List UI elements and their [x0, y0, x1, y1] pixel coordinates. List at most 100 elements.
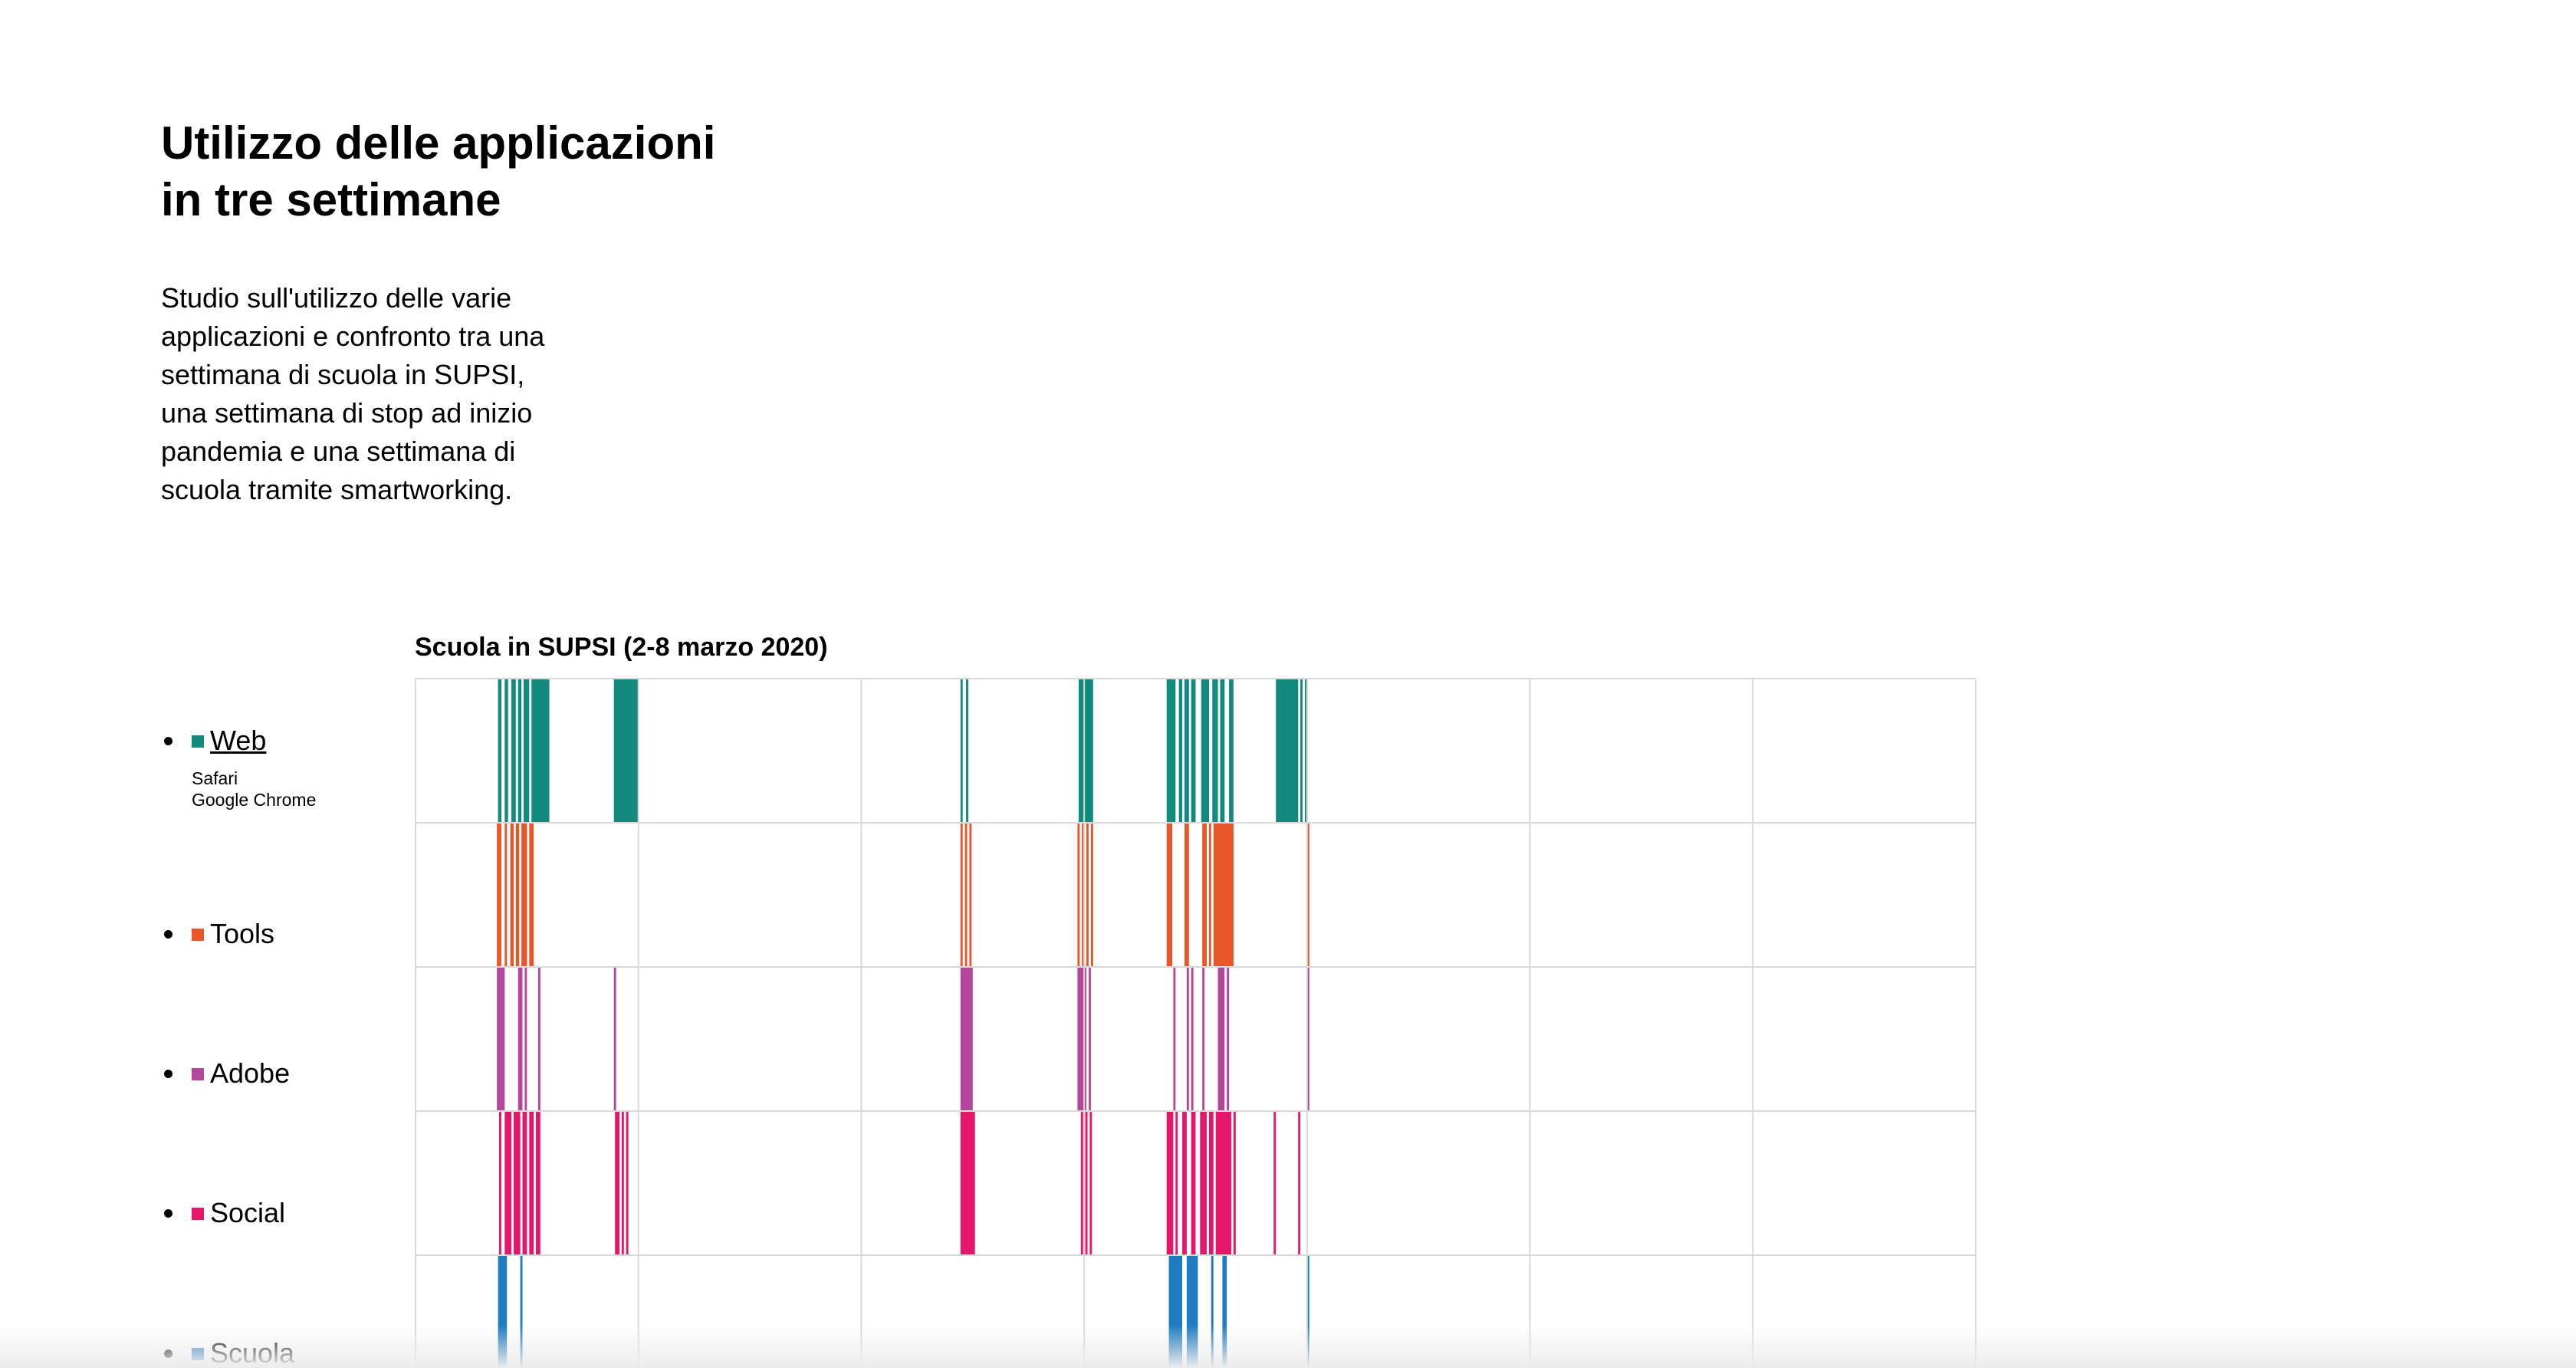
- bar-scuola: [1222, 1255, 1227, 1368]
- intro-line-4: una settimana di stop ad inizio: [161, 397, 533, 429]
- bar-social: [1175, 1111, 1178, 1255]
- bar-adobe: [613, 967, 616, 1111]
- bar-scuola: [1186, 1255, 1198, 1368]
- bar-tools: [504, 823, 508, 967]
- bar-social: [1085, 1111, 1088, 1255]
- bar-web: [524, 679, 530, 823]
- bar-web: [511, 679, 516, 823]
- bar-social: [1080, 1111, 1083, 1255]
- bar-web: [1276, 679, 1299, 823]
- bar-scuola: [1168, 1255, 1182, 1368]
- bar-web: [1078, 679, 1093, 823]
- bar-tools: [1077, 823, 1080, 967]
- bullet-icon: [164, 737, 172, 745]
- bar-tools: [1306, 823, 1309, 967]
- bar-web: [1305, 679, 1307, 823]
- bar-tools: [521, 823, 527, 967]
- bar-scuola: [1211, 1255, 1214, 1368]
- intro-line-2: applicazioni e confronto tra una: [161, 321, 545, 352]
- legend-label-social: Social: [210, 1197, 286, 1228]
- app-name-safari: Safari: [192, 768, 238, 788]
- bar-scuola: [498, 1255, 508, 1368]
- intro-text: Studio sull'utilizzo delle varie applica…: [161, 279, 652, 509]
- bar-scuola: [1306, 1255, 1309, 1368]
- bar-web: [1166, 679, 1176, 823]
- bar-social: [1166, 1111, 1174, 1255]
- intro-line-6: scuola tramite smartworking.: [161, 474, 513, 505]
- bar-social: [522, 1111, 527, 1255]
- bar-social: [1298, 1111, 1301, 1255]
- bar-web: [960, 679, 963, 823]
- bar-adobe: [960, 967, 973, 1111]
- bar-social: [626, 1111, 629, 1255]
- legend-label-tools: Tools: [210, 918, 275, 949]
- bar-social: [615, 1111, 619, 1255]
- bar-web: [1220, 679, 1225, 823]
- scuola-swatch-icon: [192, 1348, 204, 1360]
- bar-social: [1200, 1111, 1207, 1255]
- bar-tools: [1166, 823, 1172, 967]
- bar-web: [966, 679, 968, 823]
- bar-adobe: [1202, 967, 1205, 1111]
- bar-tools: [1090, 823, 1093, 967]
- bar-tools: [1202, 823, 1207, 967]
- bar-social: [513, 1111, 521, 1255]
- bar-social: [1208, 1111, 1214, 1255]
- bar-social: [536, 1111, 540, 1255]
- bar-adobe: [1186, 967, 1189, 1111]
- chart-title: Scuola in SUPSI (2-8 marzo 2020): [415, 633, 828, 662]
- bar-social: [960, 1111, 975, 1255]
- legend-link-web[interactable]: Web: [210, 725, 267, 756]
- bar-adobe: [1306, 967, 1309, 1111]
- bar-tools: [1086, 823, 1089, 967]
- bar-web: [1229, 679, 1234, 823]
- adobe-swatch-icon: [192, 1068, 204, 1080]
- bar-social: [529, 1111, 534, 1255]
- social-swatch-icon: [192, 1208, 204, 1220]
- bar-tools: [497, 823, 501, 967]
- timeline-chart: [415, 678, 1976, 1368]
- page-title: Utilizzo delle applicazioni in tre setti…: [161, 115, 851, 228]
- bar-social: [1191, 1111, 1196, 1255]
- bar-web: [504, 679, 508, 823]
- bullet-icon: [164, 1209, 172, 1218]
- bar-social: [1273, 1111, 1276, 1255]
- bar-social: [621, 1111, 624, 1255]
- legend-label-scuola: Scuola: [210, 1337, 295, 1369]
- intro-line-5: pandemia e una settimana di: [161, 436, 516, 467]
- bar-social: [1089, 1111, 1092, 1255]
- bar-tools: [510, 823, 514, 967]
- bar-web: [518, 679, 522, 823]
- bar-web: [613, 679, 639, 823]
- bar-scuola: [520, 1255, 523, 1368]
- bar-social: [1215, 1111, 1232, 1255]
- bar-social: [1233, 1111, 1236, 1255]
- bar-web: [1212, 679, 1218, 823]
- bar-adobe: [1227, 967, 1230, 1111]
- bar-web: [1184, 679, 1189, 823]
- page-title-line-1: Utilizzo delle applicazioni: [161, 117, 716, 169]
- bar-adobe: [1191, 967, 1194, 1111]
- bar-web: [1300, 679, 1303, 823]
- bullet-icon: [164, 1350, 172, 1358]
- bar-web: [1191, 679, 1196, 823]
- intro-line-1: Studio sull'utilizzo delle varie: [161, 282, 512, 314]
- legend-label-adobe: Adobe: [210, 1057, 291, 1089]
- bar-adobe: [518, 967, 523, 1111]
- bar-tools: [1208, 823, 1211, 967]
- bar-web: [1201, 679, 1209, 823]
- bar-adobe: [1173, 967, 1176, 1111]
- app-name-chrome: Google Chrome: [192, 790, 317, 810]
- bar-tools: [515, 823, 520, 967]
- bar-adobe: [1217, 967, 1225, 1111]
- bar-web: [1178, 679, 1183, 823]
- tools-swatch-icon: [192, 929, 204, 941]
- intro-line-3: settimana di scuola in SUPSI,: [161, 359, 525, 390]
- bar-tools: [529, 823, 534, 967]
- bar-adobe: [524, 967, 527, 1111]
- bar-tools: [964, 823, 968, 967]
- bar-adobe: [1089, 967, 1091, 1111]
- bar-adobe: [537, 967, 540, 1111]
- page-title-line-2: in tre settimane: [161, 174, 501, 225]
- bar-tools: [1082, 823, 1085, 967]
